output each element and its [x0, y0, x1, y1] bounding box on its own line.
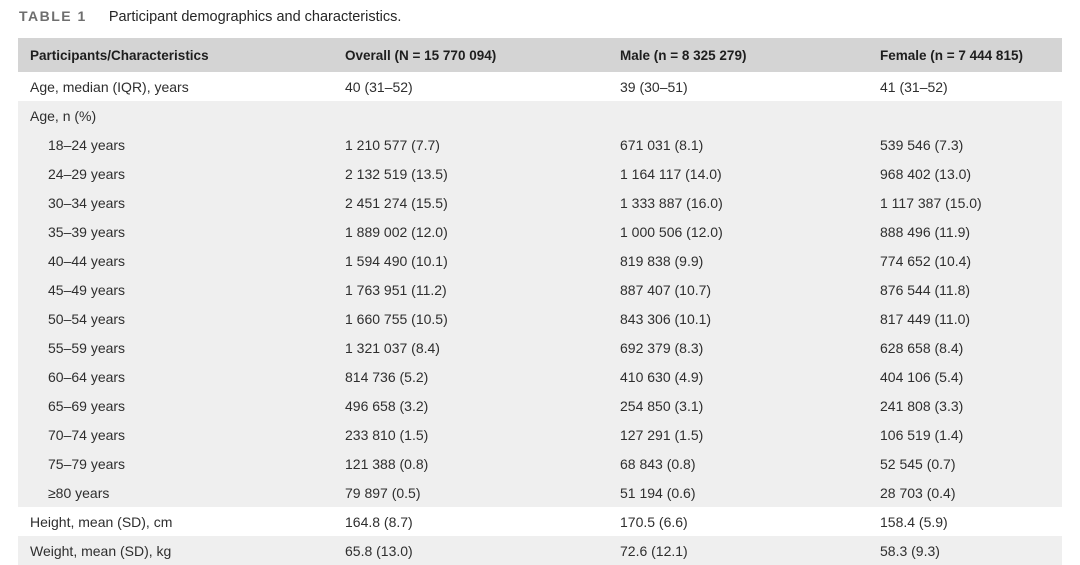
cell-male: 410 630 (4.9) [608, 362, 868, 391]
table-row: 30–34 years 2 451 274 (15.5) 1 333 887 (… [18, 188, 1062, 217]
cell-overall: 1 763 951 (11.2) [333, 275, 608, 304]
cell-male: 692 379 (8.3) [608, 333, 868, 362]
cell-overall: 2 132 519 (13.5) [333, 159, 608, 188]
table-row: Weight, mean (SD), kg 65.8 (13.0) 72.6 (… [18, 536, 1062, 565]
cell-male: 51 194 (0.6) [608, 478, 868, 507]
row-label: 45–49 years [18, 275, 333, 304]
row-label: 70–74 years [18, 420, 333, 449]
table-row: 70–74 years 233 810 (1.5) 127 291 (1.5) … [18, 420, 1062, 449]
cell-overall: 121 388 (0.8) [333, 449, 608, 478]
table-body: Age, median (IQR), years 40 (31–52) 39 (… [18, 72, 1062, 565]
row-label: 60–64 years [18, 362, 333, 391]
row-label: 65–69 years [18, 391, 333, 420]
cell-female: 888 496 (11.9) [868, 217, 1062, 246]
cell-male: 1 333 887 (16.0) [608, 188, 868, 217]
cell-female: 158.4 (5.9) [880, 513, 948, 530]
row-label: Height, mean (SD), cm [30, 513, 173, 530]
cell-male: 1 000 506 (12.0) [608, 217, 868, 246]
cell-overall: 814 736 (5.2) [333, 362, 608, 391]
cell-overall: 40 (31–52) [345, 78, 413, 95]
cell-female: 106 519 (1.4) [868, 420, 1062, 449]
cell-female: 404 106 (5.4) [868, 362, 1062, 391]
cell-female: 817 449 (11.0) [868, 304, 1062, 333]
row-label: 55–59 years [18, 333, 333, 362]
table-row: 55–59 years 1 321 037 (8.4) 692 379 (8.3… [18, 333, 1062, 362]
header-cell-participants: Participants/Characteristics [18, 38, 333, 72]
table-row: 24–29 years 2 132 519 (13.5) 1 164 117 (… [18, 159, 1062, 188]
table-row: 60–64 years 814 736 (5.2) 410 630 (4.9) … [18, 362, 1062, 391]
cell-female: 876 544 (11.8) [868, 275, 1062, 304]
table-header: Participants/Characteristics Overall (N … [18, 38, 1062, 72]
row-label: Age, n (%) [18, 101, 333, 130]
cell-overall: 1 889 002 (12.0) [333, 217, 608, 246]
table-row: 35–39 years 1 889 002 (12.0) 1 000 506 (… [18, 217, 1062, 246]
table-caption-text: Participant demographics and characteris… [108, 9, 402, 25]
row-label: Age, median (IQR), years [30, 78, 189, 95]
row-label: ≥80 years [18, 478, 333, 507]
cell-female: 628 658 (8.4) [868, 333, 1062, 362]
cell-male: 72.6 (12.1) [608, 536, 868, 565]
cell-male: 843 306 (10.1) [608, 304, 868, 333]
cell-male: 170.5 (6.6) [620, 513, 688, 530]
table-row: 75–79 years 121 388 (0.8) 68 843 (0.8) 5… [18, 449, 1062, 478]
cell-female: 241 808 (3.3) [868, 391, 1062, 420]
cell-overall: 79 897 (0.5) [333, 478, 608, 507]
cell-overall: 1 210 577 (7.7) [333, 130, 608, 159]
cell-male: 39 (30–51) [620, 78, 688, 95]
table-row: 40–44 years 1 594 490 (10.1) 819 838 (9.… [18, 246, 1062, 275]
cell-overall: 496 658 (3.2) [333, 391, 608, 420]
cell-female [868, 101, 1062, 130]
cell-male: 1 164 117 (14.0) [608, 159, 868, 188]
cell-female: 52 545 (0.7) [868, 449, 1062, 478]
row-label: 30–34 years [18, 188, 333, 217]
cell-male: 819 838 (9.9) [608, 246, 868, 275]
cell-male [608, 101, 868, 130]
cell-overall: 164.8 (8.7) [345, 513, 413, 530]
cell-male: 254 850 (3.1) [608, 391, 868, 420]
header-cell-female: Female (n = 7 444 815) [868, 38, 1062, 72]
header-cell-overall: Overall (N = 15 770 094) [333, 38, 608, 72]
table-row: Age, median (IQR), years 40 (31–52) 39 (… [18, 72, 1062, 101]
cell-male: 671 031 (8.1) [608, 130, 868, 159]
row-label: 50–54 years [18, 304, 333, 333]
row-label: 24–29 years [18, 159, 333, 188]
cell-male: 127 291 (1.5) [608, 420, 868, 449]
cell-male: 887 407 (10.7) [608, 275, 868, 304]
cell-overall: 1 321 037 (8.4) [333, 333, 608, 362]
table-row: 50–54 years 1 660 755 (10.5) 843 306 (10… [18, 304, 1062, 333]
table-row-group: Age, n (%) [18, 101, 1062, 130]
cell-overall: 2 451 274 (15.5) [333, 188, 608, 217]
cell-female: 1 117 387 (15.0) [868, 188, 1062, 217]
header-row: Participants/Characteristics Overall (N … [18, 38, 1062, 72]
cell-male: 68 843 (0.8) [608, 449, 868, 478]
cell-overall [333, 101, 608, 130]
cell-overall: 1 594 490 (10.1) [333, 246, 608, 275]
cell-overall: 233 810 (1.5) [333, 420, 608, 449]
cell-overall: 1 660 755 (10.5) [333, 304, 608, 333]
demographics-table: Participants/Characteristics Overall (N … [18, 38, 1062, 565]
table-number-label: TABLE 1 [19, 8, 87, 24]
row-label: 18–24 years [18, 130, 333, 159]
table-row: Height, mean (SD), cm 164.8 (8.7) 170.5 … [18, 507, 1062, 536]
table-row: ≥80 years 79 897 (0.5) 51 194 (0.6) 28 7… [18, 478, 1062, 507]
cell-female: 774 652 (10.4) [868, 246, 1062, 275]
cell-female: 58.3 (9.3) [868, 536, 1062, 565]
table-caption: TABLE 1 Participant demographics and cha… [18, 8, 1062, 25]
row-label: Weight, mean (SD), kg [18, 536, 333, 565]
header-cell-male: Male (n = 8 325 279) [608, 38, 868, 72]
cell-overall: 65.8 (13.0) [333, 536, 608, 565]
cell-female: 968 402 (13.0) [868, 159, 1062, 188]
table-row: 18–24 years 1 210 577 (7.7) 671 031 (8.1… [18, 130, 1062, 159]
cell-female: 28 703 (0.4) [868, 478, 1062, 507]
table-row: 45–49 years 1 763 951 (11.2) 887 407 (10… [18, 275, 1062, 304]
table-row: 65–69 years 496 658 (3.2) 254 850 (3.1) … [18, 391, 1062, 420]
row-label: 75–79 years [18, 449, 333, 478]
row-label: 40–44 years [18, 246, 333, 275]
cell-female: 539 546 (7.3) [868, 130, 1062, 159]
row-label: 35–39 years [18, 217, 333, 246]
cell-female: 41 (31–52) [880, 78, 948, 95]
